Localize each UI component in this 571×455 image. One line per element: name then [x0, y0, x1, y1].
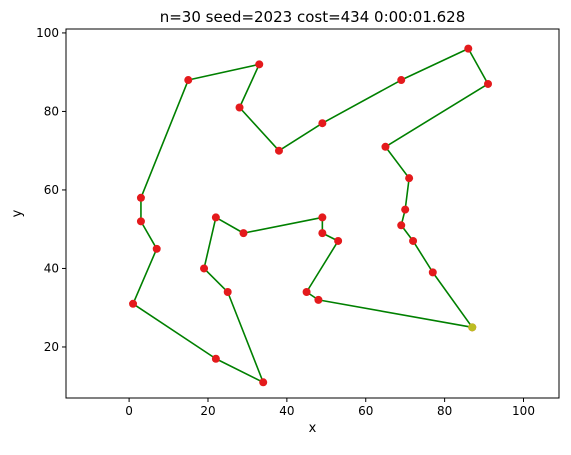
- x-tick-label: 0: [125, 404, 133, 418]
- city-point: [318, 119, 327, 128]
- city-point: [235, 103, 244, 112]
- city-point: [397, 76, 406, 85]
- city-point: [152, 244, 161, 253]
- y-tick-label: 40: [44, 261, 59, 275]
- x-tick-label: 20: [200, 404, 215, 418]
- city-point: [255, 60, 264, 69]
- x-tick-label: 100: [512, 404, 535, 418]
- start-city-point: [468, 323, 477, 332]
- city-point: [464, 44, 473, 53]
- city-point: [211, 213, 220, 222]
- city-point: [302, 288, 311, 297]
- y-axis: 20 40 60 80 100: [36, 26, 66, 354]
- y-tick-label: 60: [44, 183, 59, 197]
- city-point: [318, 229, 327, 238]
- x-tick-label: 60: [358, 404, 373, 418]
- axes-frame: [65, 28, 560, 399]
- city-point: [405, 174, 414, 183]
- city-point: [428, 268, 437, 277]
- y-tick-label: 20: [44, 340, 59, 354]
- chart-title: n=30 seed=2023 cost=434 0:00:01.628: [160, 8, 466, 26]
- x-axis-label: x: [309, 421, 317, 436]
- tour-line: [132, 47, 489, 384]
- y-tick-label: 100: [36, 26, 59, 40]
- city-point: [401, 205, 410, 214]
- city-point: [136, 193, 145, 202]
- city-point: [314, 295, 323, 304]
- x-tick-label: 80: [437, 404, 452, 418]
- city-point: [129, 299, 138, 308]
- city-point: [200, 264, 209, 273]
- city-point: [239, 229, 248, 238]
- city-point: [274, 146, 283, 155]
- city-point: [318, 213, 327, 222]
- plot-area: [129, 44, 493, 387]
- city-point: [184, 76, 193, 85]
- city-point: [409, 236, 418, 245]
- x-tick-label: 40: [279, 404, 294, 418]
- y-tick-label: 80: [44, 104, 59, 118]
- city-point: [334, 236, 343, 245]
- city-point: [136, 217, 145, 226]
- city-point: [223, 288, 232, 297]
- city-point: [484, 79, 493, 88]
- city-point: [259, 378, 268, 387]
- city-point: [397, 221, 406, 230]
- city-point: [211, 354, 220, 363]
- x-axis: 0 20 40 60 80 100: [125, 398, 535, 418]
- city-point: [381, 142, 390, 151]
- y-axis-label: y: [10, 209, 25, 217]
